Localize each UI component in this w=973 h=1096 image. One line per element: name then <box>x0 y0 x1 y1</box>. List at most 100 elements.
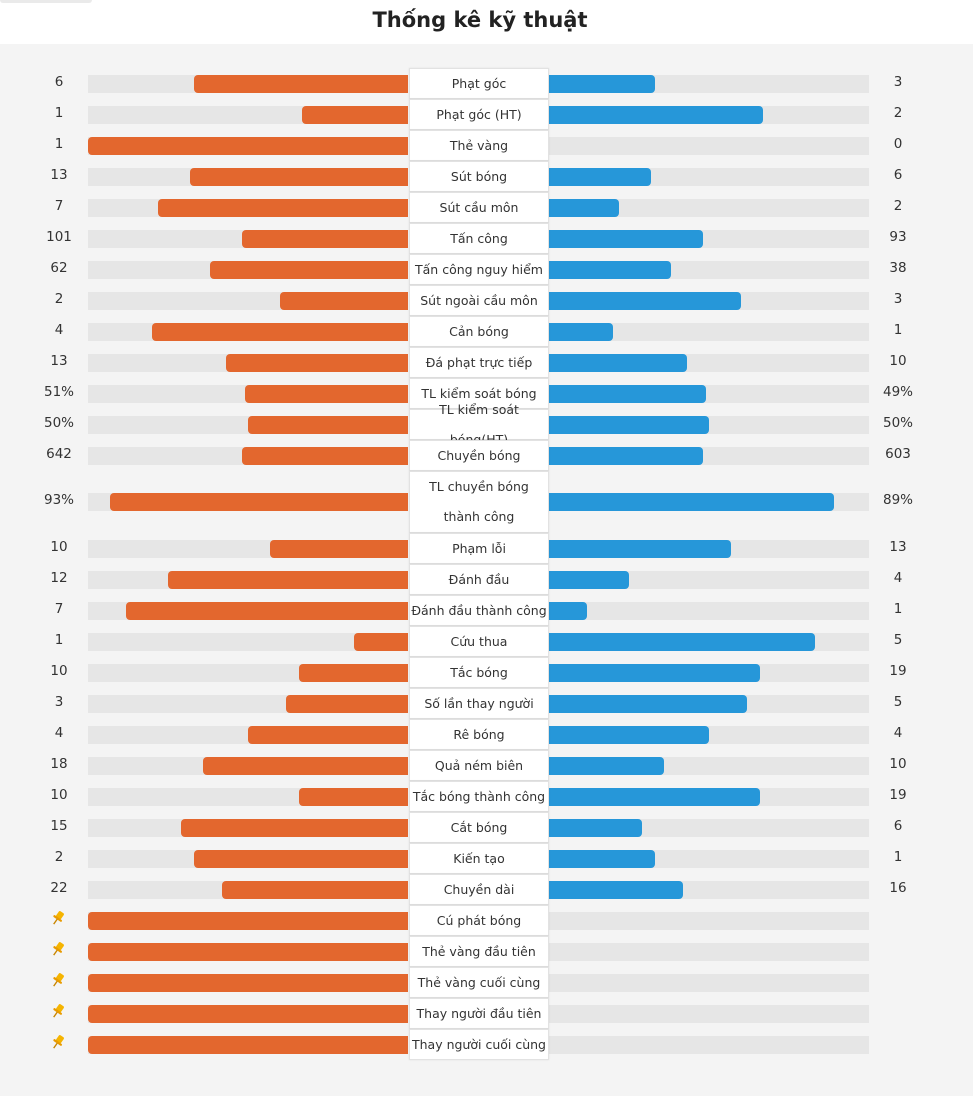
home-value: 12 <box>50 569 68 586</box>
away-bar <box>549 818 642 837</box>
away-bar <box>549 601 587 620</box>
home-bar <box>242 446 408 465</box>
home-value: 101 <box>46 228 72 245</box>
away-bar-track <box>549 973 869 992</box>
home-bar-track <box>88 136 408 155</box>
home-bar <box>248 725 408 744</box>
home-bar-track <box>88 1004 408 1023</box>
away-value: 5 <box>893 631 903 648</box>
away-bar-track <box>549 136 869 155</box>
page-title: Thống kê kỹ thuật <box>372 8 588 32</box>
away-bar-track <box>549 198 869 217</box>
home-bar-track <box>88 942 408 961</box>
home-bar <box>88 973 408 992</box>
stat-label: Kiến tạo <box>409 843 549 874</box>
away-bar-track <box>549 818 869 837</box>
stat-label: TL kiểm soát bóng <box>409 378 549 409</box>
home-value: 642 <box>46 445 72 462</box>
away-bar-track <box>549 632 869 651</box>
home-value: 1 <box>54 631 64 648</box>
away-value: 10 <box>889 352 907 369</box>
home-bar <box>190 167 408 186</box>
away-bar <box>549 663 760 682</box>
stat-label: Chuyền bóng <box>409 440 549 471</box>
home-bar-track <box>88 632 408 651</box>
away-bar <box>549 384 706 403</box>
away-bar <box>549 260 671 279</box>
away-bar-track <box>549 539 869 558</box>
home-bar-track <box>88 570 408 589</box>
home-bar-track <box>88 167 408 186</box>
home-bar-track <box>88 493 408 511</box>
stat-label: Phạt góc <box>409 68 549 99</box>
home-bar <box>152 322 408 341</box>
home-bar <box>222 880 408 899</box>
home-bar <box>242 229 408 248</box>
away-bar <box>549 415 709 434</box>
home-bar-track <box>88 291 408 310</box>
away-bar-track <box>549 880 869 899</box>
away-bar <box>549 570 629 589</box>
home-bar <box>245 384 408 403</box>
home-value: 4 <box>54 724 64 741</box>
home-bar <box>88 1035 408 1054</box>
away-bar-track <box>549 942 869 961</box>
home-bar-track <box>88 880 408 899</box>
stat-label: Sút cầu môn <box>409 192 549 223</box>
away-value: 5 <box>893 693 903 710</box>
away-bar-track <box>549 353 869 372</box>
home-value: 4 <box>54 321 64 338</box>
home-bar <box>126 601 408 620</box>
away-value: 0 <box>893 135 903 152</box>
home-value: 22 <box>50 879 68 896</box>
home-bar-track <box>88 756 408 775</box>
away-value: 13 <box>889 538 907 555</box>
stat-label: Tấn công nguy hiểm <box>409 254 549 285</box>
stat-label: TL kiểm soát bóng(HT) <box>409 402 549 447</box>
stat-label: Đá phạt trực tiếp <box>409 347 549 378</box>
home-bar-track <box>88 663 408 682</box>
away-bar-track <box>549 74 869 93</box>
away-bar-track <box>549 756 869 775</box>
away-value: 38 <box>889 259 907 276</box>
stat-label: Quả ném biên <box>409 750 549 781</box>
home-bar <box>299 663 408 682</box>
home-value: 93% <box>43 492 74 508</box>
stat-label: Chuyền dài <box>409 874 549 905</box>
stat-label: Đánh đầu thành công <box>409 595 549 626</box>
away-bar <box>549 849 655 868</box>
away-bar <box>549 756 664 775</box>
away-bar <box>549 167 651 186</box>
stat-label: Thay người đầu tiên <box>409 998 549 1029</box>
stat-label: Sút ngoài cầu môn <box>409 285 549 316</box>
stat-label: Cản bóng <box>409 316 549 347</box>
home-bar <box>270 539 408 558</box>
home-bar-track <box>88 384 408 403</box>
home-value: 7 <box>54 600 64 617</box>
home-bar <box>302 105 408 124</box>
stat-label: Số lần thay người <box>409 688 549 719</box>
home-bar-track <box>88 539 408 558</box>
away-bar-track <box>549 1004 869 1023</box>
home-value: 1 <box>54 135 64 152</box>
stat-label: Cứu thua <box>409 626 549 657</box>
home-bar <box>88 911 408 930</box>
stat-label: Rê bóng <box>409 719 549 750</box>
away-value: 1 <box>893 848 903 865</box>
home-bar <box>88 942 408 961</box>
home-bar-track <box>88 74 408 93</box>
away-bar-track <box>549 493 869 511</box>
away-bar-track <box>549 663 869 682</box>
home-bar <box>203 756 408 775</box>
home-value: 2 <box>54 290 64 307</box>
stat-label: Tắc bóng thành công <box>409 781 549 812</box>
home-value: 18 <box>50 755 68 772</box>
away-value: 89% <box>882 492 913 508</box>
away-bar <box>549 353 687 372</box>
home-bar-track <box>88 818 408 837</box>
away-bar-track <box>549 322 869 341</box>
home-value: 10 <box>50 662 68 679</box>
home-value: 3 <box>54 693 64 710</box>
away-value: 3 <box>893 290 903 307</box>
